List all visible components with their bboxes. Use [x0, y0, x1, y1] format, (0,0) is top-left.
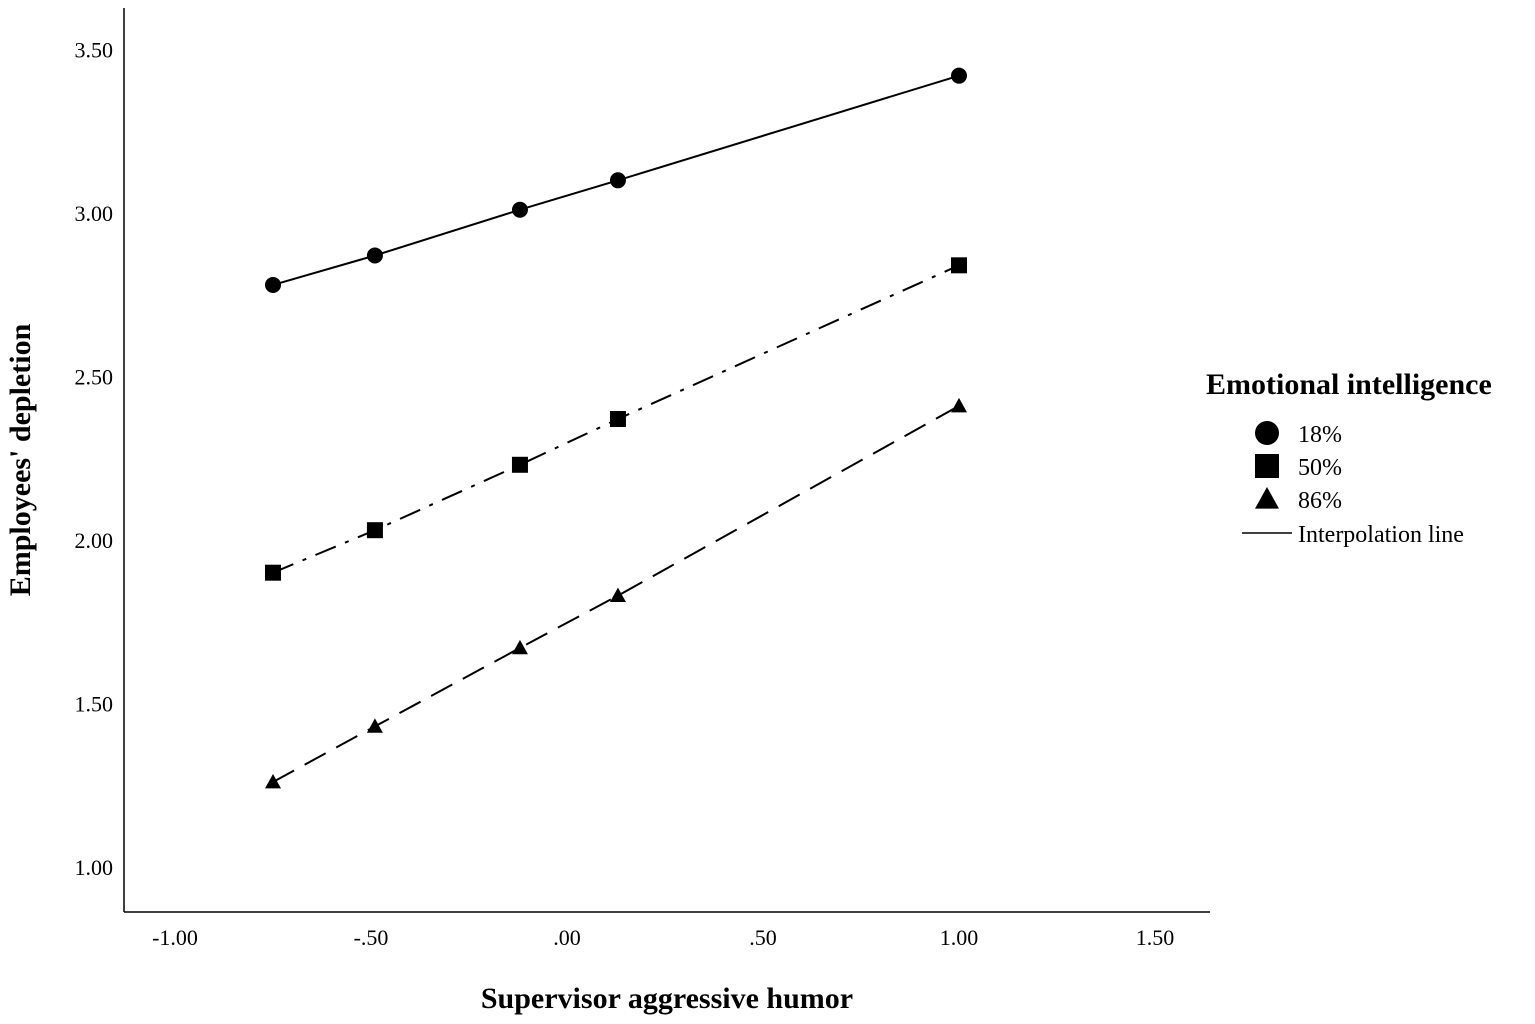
legend: Emotional intelligence 18% 50% 86% Interpo…	[1206, 368, 1492, 548]
series-1-point	[951, 67, 967, 84]
series-1-point	[265, 276, 281, 293]
y-tick-label: 2.00	[75, 528, 114, 553]
series-3-point	[951, 397, 967, 413]
x-tick-labels: -1.00 -.50 .00 .50 1.00 1.50	[152, 925, 1174, 950]
x-tick-label: .00	[553, 925, 581, 950]
y-tick-label: 1.50	[75, 692, 114, 717]
series-3-point	[609, 587, 626, 602]
y-tick-label: 2.50	[75, 365, 114, 390]
x-tick-label: .50	[749, 925, 777, 950]
y-tick-label: 3.00	[75, 201, 114, 226]
x-tick-label: 1.00	[940, 925, 979, 950]
y-tick-labels: 1.00 1.50 2.00 2.50 3.00 3.50	[75, 38, 114, 881]
legend-items: 18% 50% 86%	[1255, 421, 1342, 514]
x-tick-label: -.50	[354, 925, 389, 950]
y-tick-label: 1.00	[75, 855, 114, 880]
x-tick-label: 1.50	[1136, 925, 1175, 950]
series-2-point	[265, 564, 281, 581]
series-2-point	[511, 456, 528, 473]
series-3-point	[366, 718, 383, 733]
series-2-point	[366, 522, 383, 539]
x-axis-title: Supervisor aggressive humor	[481, 982, 853, 1015]
axes	[123, 8, 1210, 913]
series-2-point	[951, 257, 967, 274]
series-markers	[265, 67, 967, 789]
series-line-3	[272, 405, 960, 783]
series-1-point	[366, 247, 383, 264]
legend-marker-1	[1255, 421, 1279, 445]
series-1-point	[609, 172, 626, 189]
legend-interpolation-line-label: Interpolation line	[1298, 522, 1464, 548]
legend-label-2: 50%	[1298, 455, 1342, 481]
legend-marker-2	[1255, 454, 1279, 478]
series-3-point	[511, 639, 528, 655]
series-3-point	[265, 773, 281, 789]
x-tick-label: -1.00	[152, 925, 198, 950]
series-1-point	[511, 201, 528, 218]
legend-title: Emotional intelligence	[1206, 368, 1492, 401]
y-tick-label: 3.50	[75, 38, 114, 63]
legend-label-3: 86%	[1298, 488, 1342, 514]
y-axis-title: Employees' depletion	[4, 323, 37, 596]
legend-label-1: 18%	[1298, 422, 1342, 448]
series-2-point	[609, 411, 626, 428]
legend-marker-3	[1255, 487, 1279, 509]
